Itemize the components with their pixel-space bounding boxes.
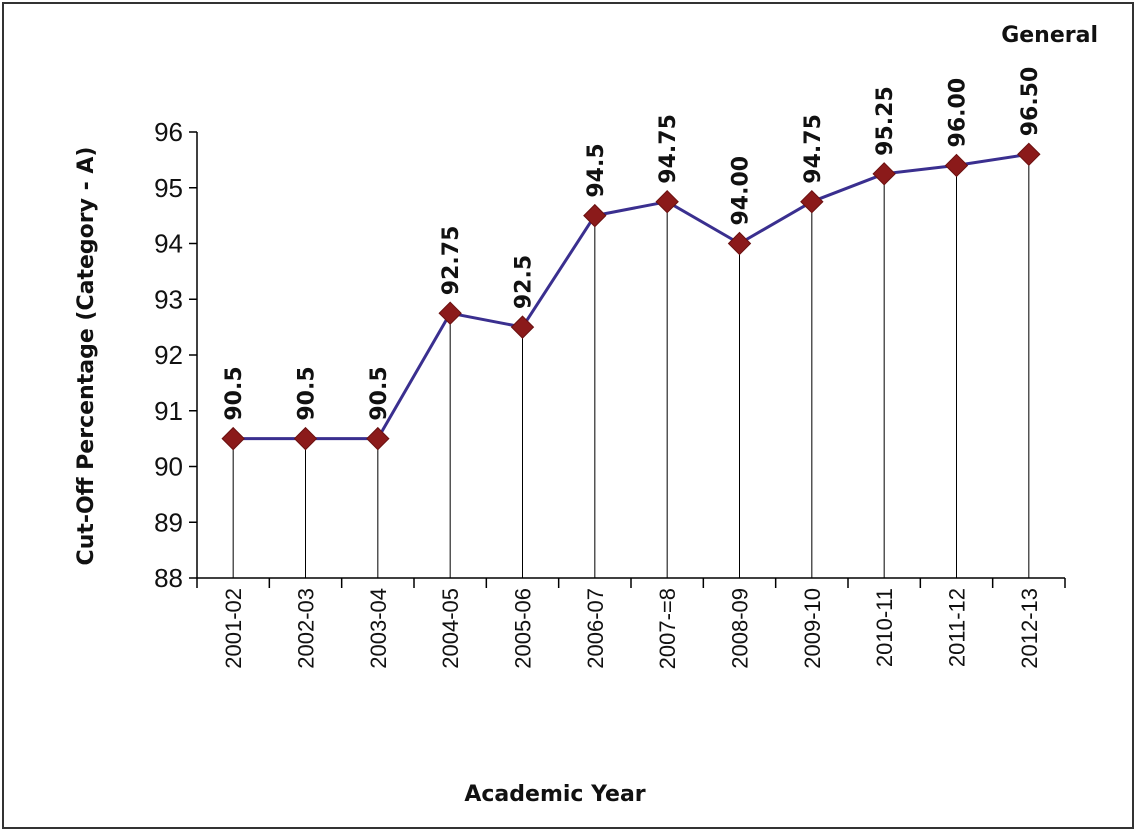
data-point-marker (655, 189, 679, 214)
data-label: 94.75 (801, 114, 826, 184)
data-label: 92.75 (439, 226, 464, 296)
series-line-group (233, 152, 1030, 441)
data-point-marker (510, 315, 535, 339)
x-tick-label: 2012-13 (1017, 588, 1042, 669)
corner-label: General (1001, 23, 1098, 48)
data-point-marker (366, 426, 390, 451)
data-point-marker (583, 203, 607, 228)
x-tick-label: 2001-02 (221, 588, 246, 669)
y-tick-label: 92 (154, 340, 183, 370)
data-label: 95.25 (873, 86, 898, 156)
y-tick-label: 94 (154, 229, 183, 259)
y-tick-label: 95 (154, 173, 183, 203)
x-tick-label: 2009-10 (800, 588, 825, 669)
y-tick-label: 93 (154, 284, 183, 314)
y-tick-label: 88 (154, 563, 183, 593)
data-point-marker (944, 153, 969, 178)
data-label: 96.50 (1018, 67, 1043, 137)
data-point-marker (221, 426, 245, 451)
x-tick-label: 2010-11 (872, 588, 897, 667)
data-label: 90.5 (222, 366, 247, 420)
data-label: 92.5 (512, 255, 537, 309)
x-tick-label: 2004-05 (438, 588, 463, 669)
axes (189, 131, 1066, 588)
data-label: 96.00 (946, 78, 971, 148)
data-label: 90.5 (367, 366, 392, 420)
x-ticks: 2001-02 2002-03 2003-04 2004-05 2005-06 2006-… (221, 588, 1042, 669)
x-tick-label: 2007-=8 (655, 588, 680, 669)
y-ticks: 88 89 90 91 92 93 94 95 96 (154, 117, 183, 593)
x-tick-label: 2003-04 (366, 588, 391, 669)
data-point-marker (1017, 142, 1041, 167)
y-tick-label: 90 (154, 452, 183, 482)
data-label: 94.75 (656, 114, 681, 184)
data-point-marker (293, 426, 318, 451)
data-point-marker (727, 231, 752, 256)
data-point-marker (438, 301, 462, 325)
data-point-marker (872, 162, 896, 186)
data-label: 90.5 (295, 366, 320, 420)
x-tick-label: 2006-07 (583, 588, 608, 669)
y-tick-label: 89 (154, 507, 183, 537)
y-axis-title: Cut-Off Percentage (Category - A) (74, 147, 99, 566)
markers (221, 142, 1041, 451)
data-label: 94.00 (729, 156, 754, 226)
y-tick-label: 96 (154, 117, 183, 147)
x-tick-label: 2005-06 (511, 588, 536, 669)
x-tick-label: 2011-12 (945, 588, 970, 667)
x-axis-title: Academic Year (464, 782, 645, 807)
x-tick-label: 2008-09 (728, 588, 753, 669)
y-tick-label: 91 (154, 396, 183, 426)
data-labels: 90.5 90.5 90.5 92.75 92.5 94.5 94.75 94.00 94.75… (222, 67, 1043, 421)
drop-lines (232, 154, 1030, 578)
series-line (233, 152, 1030, 441)
data-label: 94.5 (584, 143, 609, 197)
x-tick-label: 2002-03 (294, 588, 319, 669)
data-point-marker (800, 189, 824, 214)
